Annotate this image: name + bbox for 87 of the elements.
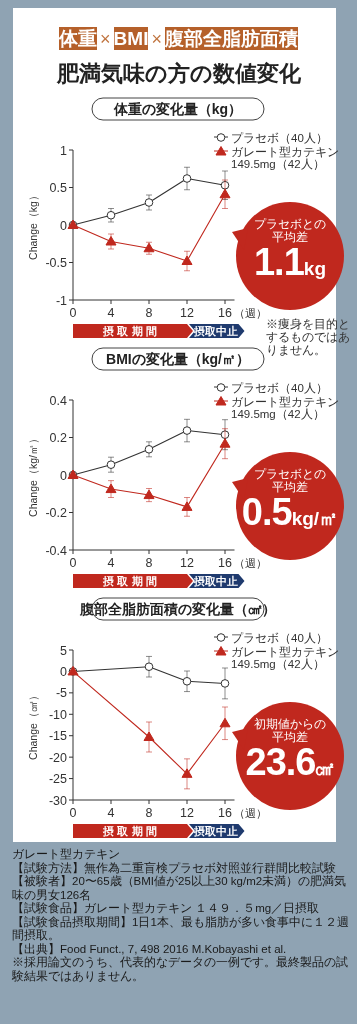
point — [105, 236, 117, 246]
x-tick-label: 12 — [180, 306, 194, 320]
text: ※採用論文のうち、代表的なデータの一例です。最終製品の試験結果ではありません。 — [12, 956, 349, 983]
chart-title: 体重の変化量（kg） — [112, 101, 243, 117]
x-tick-label: 0 — [69, 306, 77, 320]
text: 摂 取 期 間 — [102, 825, 157, 837]
point — [106, 460, 116, 469]
y-tick-label: -0.5 — [45, 256, 68, 270]
x-tick-label: 12 — [180, 806, 194, 820]
chart-title: BMIの変化量（kg/㎡） — [106, 351, 250, 367]
y-tick-label: -15 — [48, 729, 68, 744]
x-axis-title: （週） — [234, 307, 267, 319]
text: 【試験食品】ガレート型カテキン １４９．５mg／日摂取 — [12, 902, 321, 916]
y-tick-label: 0.4 — [49, 393, 68, 408]
text: 摂 取 期 間 — [102, 325, 157, 337]
text: kg/㎡ — [291, 508, 339, 529]
x-tick-label: 16 — [218, 806, 232, 820]
text: 初期値からの平均差 — [253, 718, 327, 744]
text: kg — [303, 258, 326, 279]
text: プラセボとの平均差 — [253, 218, 327, 244]
point — [144, 445, 154, 454]
chart-title: 腹部全脂肪面積の変化量（㎠） — [79, 601, 276, 617]
y-tick-label: -0.4 — [45, 543, 68, 558]
point — [182, 676, 192, 686]
point — [219, 438, 231, 448]
legend-label: プラセボ（40人） — [231, 382, 328, 395]
legend-label: プラセボ（40人） — [231, 632, 328, 645]
text: 【被験者】20〜65歳（BMI値が25以上30 kg/m2未満）の肥満気味の男女126名 — [12, 875, 348, 902]
x-axis-title: （週） — [234, 807, 267, 819]
point — [105, 483, 117, 494]
legend-label: ガレート型カテキン 149.5mg（42人） — [231, 145, 339, 171]
y-axis-title: Change（kg/㎡） — [27, 433, 39, 517]
x-tick-label: 16 — [218, 556, 232, 570]
x-tick-label: 0 — [69, 556, 77, 570]
x-tick-label: 0 — [69, 806, 77, 820]
text: ※痩身を目的とするものではありません。 — [266, 318, 351, 357]
point — [181, 501, 193, 511]
point — [181, 255, 193, 265]
point — [181, 768, 193, 778]
y-tick-label: 0.2 — [49, 431, 68, 445]
point — [219, 188, 231, 199]
y-axis-title: Change（kg） — [27, 190, 39, 260]
y-tick-label: 1 — [60, 143, 68, 158]
y-tick-label: -10 — [48, 707, 68, 722]
x-tick-label: 16 — [218, 306, 232, 320]
point — [144, 198, 154, 207]
point — [144, 662, 154, 672]
text: 肥満気味の方の数値変化 — [55, 60, 302, 88]
y-tick-label: -5 — [55, 686, 68, 701]
text: プラセボとの平均差 — [253, 468, 327, 494]
text: 【出典】Food Funct., 7, 498 2016 M.Kobayashi et al. — [12, 942, 288, 956]
y-tick-label: 0 — [60, 664, 68, 679]
x-axis-title: （週） — [234, 557, 267, 569]
point — [219, 717, 231, 728]
y-tick-label: -0.2 — [45, 506, 68, 520]
legend-label: プラセボ（40人） — [231, 132, 328, 145]
text: 摂取中止 — [192, 825, 238, 837]
x-tick-label: 8 — [145, 806, 153, 820]
text: 【試験食品摂取期間】1日1本、最も脂肪が多い食事中に１２週間摂取。 — [12, 915, 350, 943]
text: 摂 取 期 間 — [102, 575, 157, 587]
x-tick-label: 4 — [107, 556, 115, 570]
text: 体重×BMI×腹部全脂肪面積 — [59, 27, 298, 50]
point — [220, 679, 230, 688]
x-tick-label: 12 — [180, 556, 194, 570]
text: ガレート型カテキン — [12, 848, 121, 862]
point — [182, 174, 192, 183]
text: 摂取中止 — [192, 325, 238, 337]
y-tick-label: 0 — [60, 218, 68, 233]
y-axis-title: Change（㎠） — [27, 690, 39, 760]
x-tick-label: 4 — [107, 806, 115, 820]
y-tick-label: 0 — [60, 468, 68, 483]
point — [182, 426, 192, 435]
y-tick-label: -30 — [48, 793, 68, 808]
y-tick-label: -25 — [48, 772, 68, 787]
y-tick-label: -1 — [55, 293, 68, 308]
x-tick-label: 8 — [145, 306, 153, 320]
y-tick-label: 0.5 — [49, 181, 68, 195]
y-tick-label: 5 — [60, 643, 68, 658]
point — [143, 731, 155, 741]
x-tick-label: 8 — [145, 556, 153, 570]
text: 【試験方法】無作為二重盲検プラセボ対照並行群間比較試験 — [12, 861, 337, 875]
text: 摂取中止 — [192, 575, 238, 587]
y-tick-label: -20 — [48, 750, 68, 765]
legend-label: ガレート型カテキン 149.5mg（42人） — [231, 395, 339, 421]
legend-label: ガレート型カテキン 149.5mg（42人） — [231, 645, 339, 671]
text: ㎠ — [315, 758, 335, 779]
x-tick-label: 4 — [107, 306, 115, 320]
